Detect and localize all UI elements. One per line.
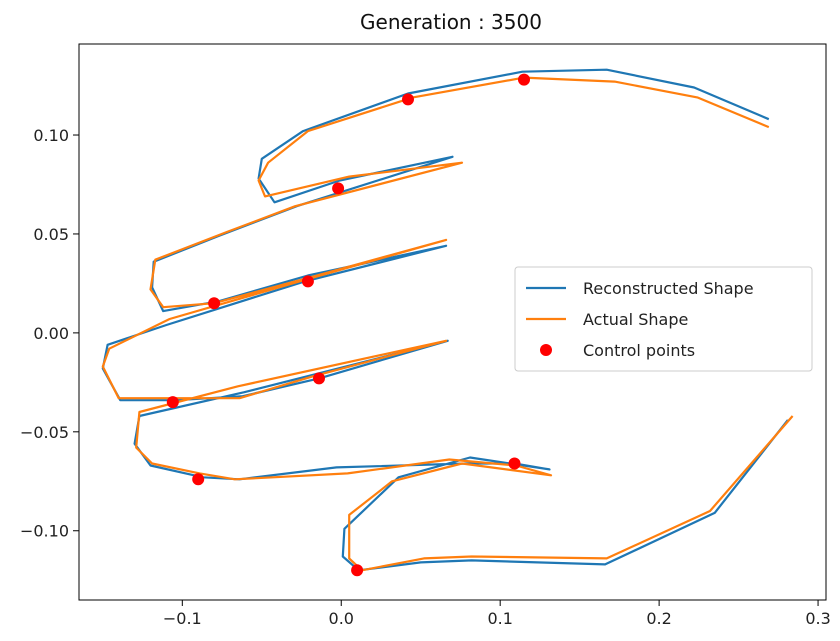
control-point-8: [508, 457, 521, 470]
legend-box: [514, 266, 813, 372]
x-tick-label: −0.1: [163, 609, 202, 628]
control-point-5: [313, 372, 325, 385]
control-point-3: [301, 275, 314, 288]
control-point-9: [351, 564, 364, 577]
control-point-7: [192, 473, 205, 486]
control-point-2: [332, 182, 345, 195]
series-line-0: [101, 68, 789, 572]
y-tick-label: 0.00: [33, 324, 69, 343]
legend-label-1: Actual Shape: [583, 310, 688, 329]
series-line-1: [101, 76, 794, 572]
plot-area: [101, 68, 794, 577]
control-point-4: [208, 297, 221, 310]
y-tick-label: −0.10: [20, 522, 69, 541]
legend-label-0: Reconstructed Shape: [583, 279, 754, 298]
x-tick-label: 0.3: [805, 609, 830, 628]
x-tick-label: 0.2: [646, 609, 671, 628]
chart-title: Generation : 3500: [360, 10, 542, 34]
legend: Reconstructed Shape Actual Shape Control p…: [514, 266, 813, 372]
control-point-0: [518, 73, 530, 86]
y-tick-label: 0.10: [33, 126, 69, 145]
legend-label-2: Control points: [583, 341, 695, 360]
control-point-1: [402, 93, 414, 106]
legend-swatch-2: [540, 344, 552, 356]
y-tick-label: 0.05: [33, 225, 69, 244]
axis-ticks: −0.1 0.0 0.1 0.2 0.3 −0.10 −0.05 0.00 0.05 0.10: [20, 126, 831, 628]
control-point-6: [166, 396, 179, 409]
x-tick-label: 0.0: [329, 609, 354, 628]
y-tick-label: −0.05: [20, 423, 69, 442]
plot-frame: [78, 43, 827, 601]
x-tick-label: 0.1: [487, 609, 512, 628]
